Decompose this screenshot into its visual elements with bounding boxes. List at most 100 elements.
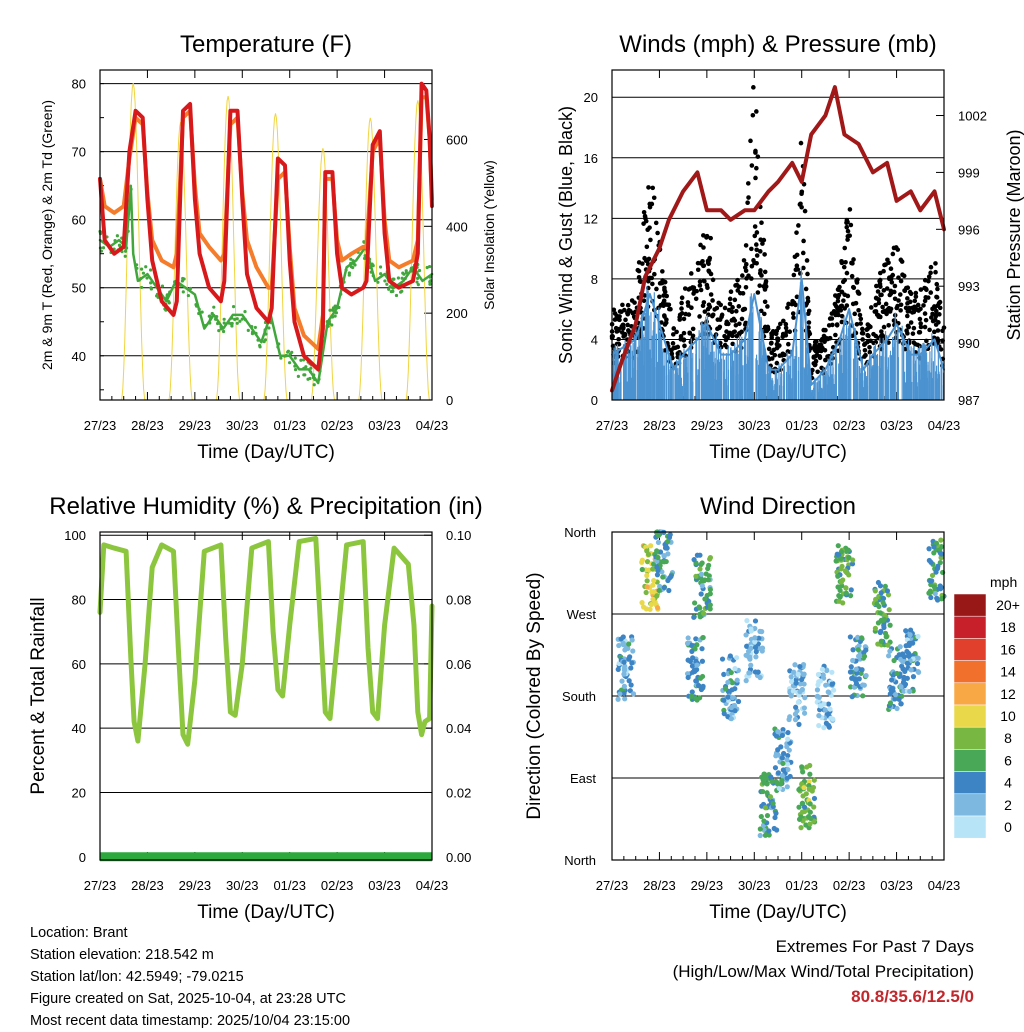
gust-point	[742, 306, 748, 312]
temperature-title: Temperature (F)	[180, 31, 352, 58]
direction-point	[730, 695, 736, 701]
gust-point	[863, 352, 868, 358]
dewpoint-point	[140, 285, 144, 290]
direction-point	[694, 662, 700, 668]
direction-point	[690, 669, 696, 675]
gust-point	[743, 320, 749, 326]
direction-point	[889, 677, 895, 683]
direction-point	[831, 687, 837, 693]
direction-point	[822, 707, 828, 713]
gust-point	[805, 295, 811, 301]
dewpoint-point	[230, 316, 234, 320]
gust-point	[718, 302, 723, 308]
direction-point	[820, 672, 826, 679]
gust-point	[845, 219, 850, 225]
x-tick-label: 04/23	[928, 878, 961, 893]
direction-point	[797, 663, 803, 670]
colorbar-swatch	[953, 593, 987, 617]
dewpoint-point	[125, 246, 129, 250]
direction-point	[835, 543, 841, 549]
gust-point	[616, 328, 621, 333]
gust-point	[812, 345, 818, 350]
gust-point	[784, 329, 790, 334]
direction-point	[784, 757, 790, 763]
dewpoint-point	[389, 290, 393, 294]
gust-point	[710, 298, 715, 303]
direction-point	[772, 814, 778, 821]
gust-point	[625, 328, 631, 333]
gust-point	[918, 324, 924, 330]
location-text: Location: Brant	[30, 925, 128, 941]
direction-point	[784, 784, 790, 790]
direction-point	[693, 636, 699, 642]
gust-point	[745, 181, 751, 186]
dewpoint-point	[186, 293, 191, 298]
dewpoint-point	[264, 332, 268, 336]
dewpoint-point	[326, 324, 330, 328]
gust-point	[749, 276, 754, 281]
gust-point	[735, 277, 740, 283]
gust-point	[933, 314, 939, 319]
gust-point	[724, 319, 730, 325]
dewpoint-point	[277, 342, 281, 346]
gust-point	[794, 252, 800, 258]
gust-point	[636, 260, 642, 265]
humidity-ylabel: Percent & Total Rainfall	[28, 597, 49, 794]
direction-point	[881, 616, 887, 623]
dewpoint-point	[287, 361, 292, 365]
gust-point	[625, 310, 630, 316]
direction-point	[830, 716, 836, 722]
dewpoint-point	[167, 301, 171, 305]
direction-point	[785, 766, 791, 773]
direction-point	[880, 595, 887, 602]
x-tick-label: 03/23	[368, 878, 401, 893]
direction-point	[894, 705, 900, 712]
direction-point	[843, 590, 849, 596]
dewpoint-point	[145, 276, 149, 280]
direction-point	[799, 809, 806, 815]
direction-point	[729, 680, 735, 686]
winds-ylabel: Sonic Wind & Gust (Blue, Black)	[556, 106, 576, 364]
gust-point	[918, 306, 923, 312]
gust-point	[783, 325, 789, 331]
direction-point	[758, 813, 764, 820]
gust-point	[662, 279, 668, 285]
dewpoint-point	[254, 331, 258, 335]
dewpoint-point	[296, 374, 300, 378]
direction-point	[735, 698, 742, 705]
direction-point	[775, 747, 781, 753]
direction-point	[628, 682, 634, 688]
direction-point	[752, 644, 759, 651]
created-text: Figure created on Sat, 2025-10-04, at 23…	[30, 991, 346, 1007]
direction-point	[721, 697, 727, 703]
gust-point	[841, 298, 846, 303]
direction-point	[764, 790, 770, 796]
gust-point	[693, 296, 699, 302]
gust-point	[836, 312, 841, 318]
colorbar-swatch	[953, 815, 987, 839]
direction-point	[707, 606, 713, 612]
gust-point	[833, 293, 838, 298]
winds-border	[611, 69, 945, 401]
gust-point	[733, 322, 739, 328]
direction-point	[793, 704, 799, 710]
gust-point	[673, 345, 678, 351]
gust-point	[880, 304, 885, 310]
direction-point	[795, 671, 801, 677]
dewpoint-point	[135, 266, 139, 270]
gust-point	[926, 278, 931, 284]
dewpoint-point	[399, 290, 403, 294]
gust-point	[679, 300, 684, 306]
dewpoint-point	[353, 263, 357, 267]
gust-point	[645, 227, 650, 233]
direction-point	[798, 825, 804, 831]
gust-point	[896, 298, 901, 303]
gust-point	[937, 312, 942, 317]
direction-point	[644, 578, 650, 584]
direction-point	[897, 644, 903, 650]
direction-point	[796, 804, 802, 810]
direction-point	[875, 641, 881, 647]
direction-point	[626, 678, 632, 684]
direction-point	[811, 804, 817, 810]
